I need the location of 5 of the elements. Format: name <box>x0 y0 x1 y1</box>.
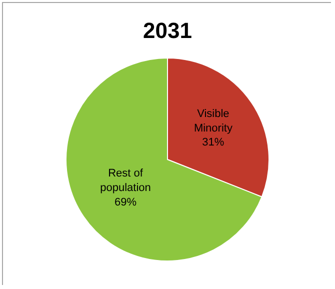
chart-title: 2031 <box>143 18 192 44</box>
data-label: 69% <box>114 196 137 208</box>
slice-label: Visible Minority <box>194 108 233 134</box>
slice-label: Rest of population <box>100 168 151 194</box>
data-label: 31% <box>202 136 224 149</box>
